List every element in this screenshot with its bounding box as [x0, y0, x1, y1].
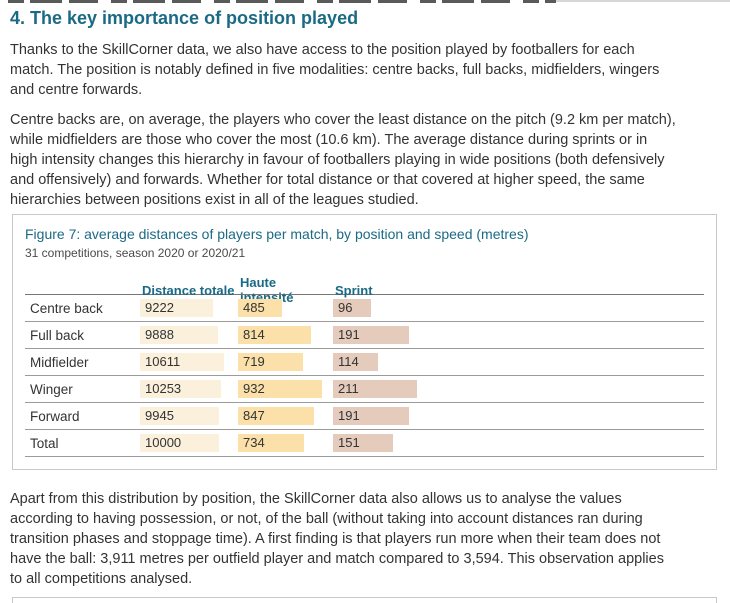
value-bar: 847 [238, 407, 314, 425]
figure-table-header: Distance totale Haute intensité Sprint [25, 275, 704, 305]
value-cell: 734 [238, 434, 333, 452]
value-bar: 734 [238, 434, 304, 452]
next-figure-box [12, 597, 717, 603]
table-row: Forward 9945 847 191 [25, 403, 704, 430]
value-cell: 151 [333, 434, 704, 452]
value-cell: 719 [238, 353, 333, 371]
paragraph-intro: Thanks to the SkillCorner data, we also … [10, 42, 660, 98]
row-label: Full back [30, 327, 85, 343]
value-bar: 9888 [140, 326, 218, 344]
paragraph-distances: Centre backs are, on average, the player… [10, 112, 676, 208]
value-bar: 151 [333, 434, 393, 452]
value-cell: 10253 [140, 380, 238, 398]
value-cell: 932 [238, 380, 333, 398]
value-bar: 485 [238, 299, 282, 317]
value-bar: 114 [333, 353, 378, 371]
row-label: Midfielder [30, 354, 89, 370]
value-cell: 10611 [140, 353, 238, 371]
figure-title: Figure 7: average distances of players p… [25, 226, 529, 242]
cropped-previous-text-line-faint [556, 0, 730, 2]
row-label: Centre back [30, 300, 103, 316]
value-cell: 191 [333, 407, 704, 425]
value-cell: 847 [238, 407, 333, 425]
column-header-1: Distance totale [142, 282, 235, 298]
value-bar: 10611 [140, 353, 224, 371]
figure-subtitle: 31 competitions, season 2020 or 2020/21 [25, 246, 246, 260]
column-header-3: Sprint [335, 282, 373, 298]
value-cell: 485 [238, 299, 333, 317]
value-bar: 719 [238, 353, 303, 371]
value-cell: 9888 [140, 326, 238, 344]
value-cell: 9222 [140, 299, 238, 317]
value-cell: 814 [238, 326, 333, 344]
table-row: Midfielder 10611 719 114 [25, 349, 704, 376]
figure-7-box: Figure 7: average distances of players p… [12, 214, 717, 470]
value-cell: 114 [333, 353, 704, 371]
table-row: Centre back 9222 485 96 [25, 295, 704, 322]
value-cell: 10000 [140, 434, 238, 452]
value-bar: 10253 [140, 380, 221, 398]
row-label: Forward [30, 408, 80, 424]
value-bar: 9222 [140, 299, 213, 317]
value-cell: 96 [333, 299, 704, 317]
value-bar: 211 [333, 380, 417, 398]
value-bar: 191 [333, 407, 409, 425]
table-row: Total 10000 734 151 [25, 430, 704, 457]
row-label: Total [30, 435, 59, 451]
table-row: Full back 9888 814 191 [25, 322, 704, 349]
value-bar: 10000 [140, 434, 219, 452]
row-label: Winger [30, 381, 73, 397]
cropped-previous-text-line [8, 0, 556, 3]
value-bar: 96 [333, 299, 371, 317]
table-row: Winger 10253 932 211 [25, 376, 704, 403]
paragraph-possession: Apart from this distribution by position… [10, 491, 664, 587]
value-cell: 191 [333, 326, 704, 344]
figure-table: Distance totale Haute intensité Sprint Cen… [25, 275, 704, 457]
value-bar: 191 [333, 326, 409, 344]
value-bar: 814 [238, 326, 311, 344]
value-cell: 9945 [140, 407, 238, 425]
value-bar: 9945 [140, 407, 219, 425]
figure-table-body: Centre back 9222 485 96 Full back 9888 814 191 M… [25, 295, 704, 457]
value-bar: 932 [238, 380, 322, 398]
value-cell: 211 [333, 380, 704, 398]
section-heading: 4. The key importance of position played [10, 8, 359, 28]
